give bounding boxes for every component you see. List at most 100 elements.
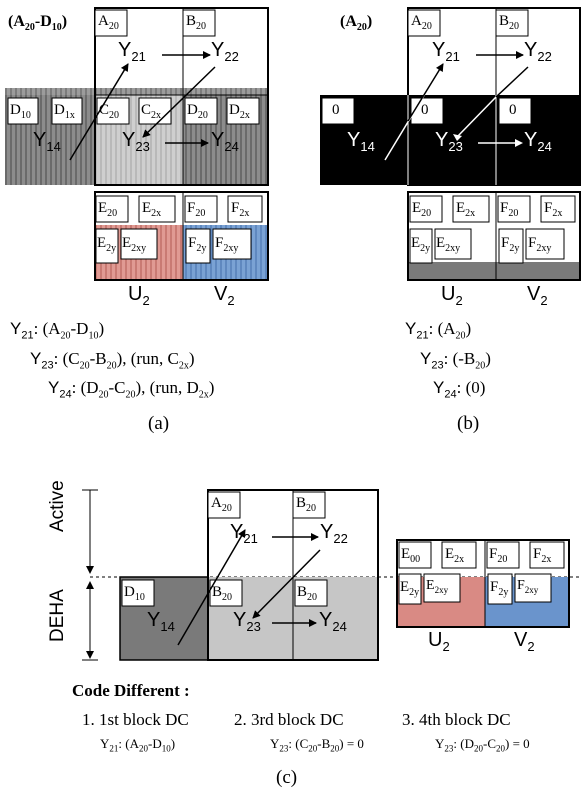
panel-c-deha-label: DEHA [47,589,68,642]
panel-b-zero-2: 0 [421,102,429,118]
panel-a-label-d10: D10 [10,102,31,121]
panel-a-label-f2xy: F2xy [215,235,239,254]
panel-a-y21: Y21 [118,39,146,64]
panel-a-label-b20: B20 [186,13,207,32]
panel-b-label-e2x: E2x [456,200,476,219]
panel-a-v2: V2 [214,283,235,308]
panel-a-frame [94,7,269,186]
panel-c-u2: U2 [428,629,450,654]
panel-b-u-fill [408,262,496,280]
panel-a-c2x-box [138,97,172,125]
panel-b-label-f2xy: F2xy [528,235,552,254]
panel-a-arrow-y22-y23 [142,66,216,138]
panel-b-f20-box [497,195,531,223]
panel-b-u2: U2 [441,283,463,308]
panel-b-eq3: Y24: (0) [433,378,486,401]
panel-b-arrow-y23-y24-head [515,139,523,147]
panel-a-f2y-box [185,228,211,264]
panel-c-item-2: 2. 3rd block DC [234,710,344,729]
panel-b-label-e2y: E2y [411,235,431,254]
panel-c-code-title: Code Different : [72,681,190,700]
panel-c-item-1: 1. 1st block DC [82,710,189,729]
panel-a-label-f2x: F2x [231,200,250,219]
panel-b-y21: Y21 [432,39,460,64]
panel-c-label-b20-top: B20 [296,495,317,514]
panel-a-label-f20: F20 [187,200,206,219]
panel-a-label-e2xy: E2xy [122,235,147,254]
panel-c-formula-1: Y21: (A20-D10) [100,736,176,754]
panel-a-d1x-box [51,97,83,125]
panel-c-label-f2xy: F2xy [517,578,539,595]
panel-a-f2xy-box [212,228,252,260]
panel-b-eq1: Y21: (A20) [405,319,472,342]
panel-c-label-e2x: E2x [445,546,465,565]
panel-c-y14: Y14 [147,609,175,634]
panel-b-arrow-y22-y23-head [453,134,462,141]
panel-c-label-b20-right: B20 [297,584,318,603]
panel-b-arrow-y22-y23-low [456,96,497,138]
panel-a-e20-box [95,195,129,223]
panel-a-label-c2x: C2x [141,102,162,121]
panel-c-b20-right-box [294,579,328,607]
panel-a-label-c20: C20 [99,102,120,121]
panel-a-label-e20: E20 [98,200,118,219]
panel-b-y22: Y22 [524,39,552,64]
panel-b-y24: Y24 [524,129,552,154]
panel-c-f2y-box [487,573,513,605]
panel-c-label-e00: E00 [401,546,421,565]
panel-b-arrow-y14-y21-top [407,63,444,122]
panel-c-d10-box [121,579,155,607]
panel-c-label-e2xy: E2xy [426,578,449,595]
panel-b-f2x-box [540,195,576,223]
panel-c-arrow-y14-y21 [177,529,246,646]
panel-b-diagram [320,7,581,281]
panel-a-label-d20: D20 [187,102,208,121]
panel-c-f2x-box [529,541,565,569]
panel-b-label-f2x: F2x [544,200,563,219]
panel-b-label-f2y: F2y [501,235,520,254]
panel-b-b20-box [495,9,529,37]
panel-b-e2y-box [409,228,433,264]
panel-a-d10-box [7,97,39,125]
panel-a-e2xy-box [120,228,158,260]
panel-c-y21: Y21 [230,521,258,546]
panel-a-y22: Y22 [211,39,239,64]
panel-c-y23: Y23 [233,609,261,634]
panel-a-d2x-box [226,97,260,125]
panel-a-e2y-box [95,228,119,264]
panel-a-label-e2x: E2x [142,200,162,219]
panel-b-label-e20: E20 [412,200,432,219]
panel-c-v2: V2 [514,629,535,654]
panel-c-e2xy-box [423,573,461,603]
panel-b-black-band [320,95,580,185]
panel-a-y14: Y14 [33,129,61,154]
panel-a-eq3: Y24: (D20-C20), (run, D2x) [48,378,215,401]
panel-b-e2x-box [452,195,490,223]
panel-c-label-e2y: E2y [400,579,420,598]
panel-c-diagram [82,489,581,661]
panel-b-e2xy-box [434,228,472,260]
panel-c-y22: Y22 [320,521,348,546]
panel-c-label-f2x: F2x [533,546,552,565]
panel-c-formula-2: Y23: (C20-B20) = 0 [270,736,364,754]
panel-a-label-a20: A20 [98,13,119,32]
panel-b-zero-1: 0 [332,102,340,118]
panel-c-label-f2y: F2y [490,579,509,598]
panel-c-arrow-y22-y23 [252,549,321,619]
panel-a-eq2: Y23: (C20-B20), (run, C2x) [30,349,195,372]
panel-a-e2x-box [138,195,176,223]
panel-a-label-f2y: F2y [188,235,207,254]
panel-c-caption: (c) [276,767,298,788]
panel-b-eq2: Y23: (-B20) [420,349,491,372]
panel-b-zero-box-2 [410,97,444,125]
panel-c-active-label: Active [47,480,68,532]
panel-a-eq1: Y21: (A20-D10) [10,319,105,342]
panel-b-label-a20: A20 [411,13,432,32]
panel-b-v2: V2 [527,283,548,308]
panel-c-f20-box [486,541,520,569]
panel-a-f20-box [184,195,218,223]
panel-b-y14: Y14 [347,129,375,154]
panel-a-y23: Y23 [122,129,150,154]
panel-c-label-b20-mid: B20 [212,584,233,603]
